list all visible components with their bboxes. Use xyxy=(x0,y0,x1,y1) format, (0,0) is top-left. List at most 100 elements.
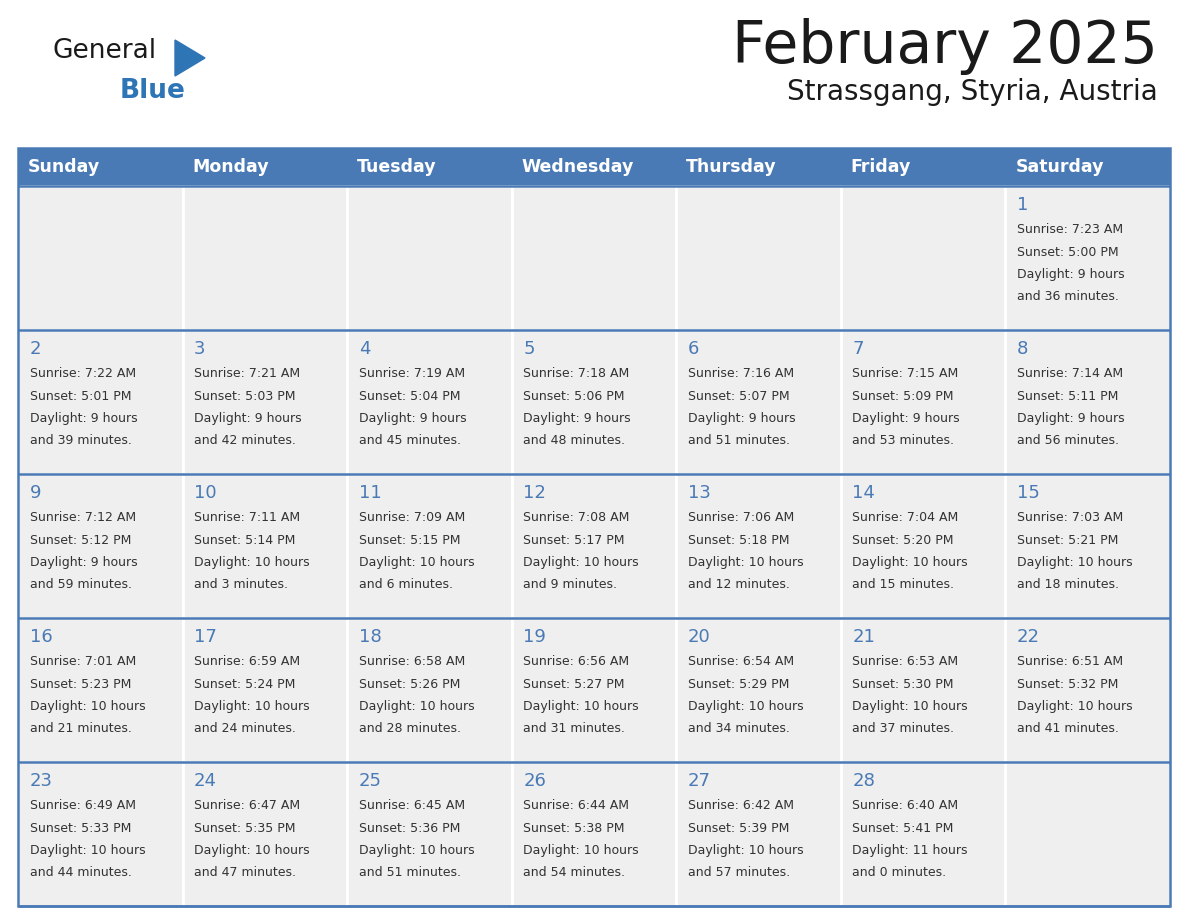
Text: and 15 minutes.: and 15 minutes. xyxy=(852,578,954,591)
Text: 15: 15 xyxy=(1017,484,1040,502)
Text: Daylight: 9 hours: Daylight: 9 hours xyxy=(30,412,137,425)
Text: Sunrise: 7:21 AM: Sunrise: 7:21 AM xyxy=(194,367,301,380)
Text: and 53 minutes.: and 53 minutes. xyxy=(852,434,954,447)
Bar xyxy=(676,186,841,330)
Text: Sunset: 5:18 PM: Sunset: 5:18 PM xyxy=(688,533,789,547)
Text: 25: 25 xyxy=(359,772,381,790)
Text: Daylight: 10 hours: Daylight: 10 hours xyxy=(194,556,310,569)
Bar xyxy=(1005,762,1170,906)
Text: Sunset: 5:20 PM: Sunset: 5:20 PM xyxy=(852,533,954,547)
Bar xyxy=(1005,618,1170,762)
Text: 22: 22 xyxy=(1017,628,1040,646)
Text: Daylight: 9 hours: Daylight: 9 hours xyxy=(852,412,960,425)
Bar xyxy=(18,330,183,474)
Text: Daylight: 9 hours: Daylight: 9 hours xyxy=(523,412,631,425)
Text: Daylight: 9 hours: Daylight: 9 hours xyxy=(1017,268,1125,281)
Bar xyxy=(1005,148,1170,186)
Text: and 24 minutes.: and 24 minutes. xyxy=(194,722,296,735)
Text: Sunrise: 7:11 AM: Sunrise: 7:11 AM xyxy=(194,511,301,524)
Text: 16: 16 xyxy=(30,628,52,646)
Text: Sunrise: 7:23 AM: Sunrise: 7:23 AM xyxy=(1017,223,1123,237)
Bar xyxy=(347,148,512,186)
Text: Sunrise: 6:54 AM: Sunrise: 6:54 AM xyxy=(688,655,794,668)
Text: Wednesday: Wednesday xyxy=(522,158,634,176)
Bar xyxy=(18,148,183,186)
Bar xyxy=(1005,330,1170,474)
Text: and 59 minutes.: and 59 minutes. xyxy=(30,578,132,591)
Text: and 42 minutes.: and 42 minutes. xyxy=(194,434,296,447)
Text: Saturday: Saturday xyxy=(1016,158,1104,176)
Text: 20: 20 xyxy=(688,628,710,646)
Text: 28: 28 xyxy=(852,772,876,790)
Text: Sunset: 5:04 PM: Sunset: 5:04 PM xyxy=(359,390,460,403)
Bar xyxy=(183,618,347,762)
Text: Sunrise: 7:14 AM: Sunrise: 7:14 AM xyxy=(1017,367,1123,380)
Text: Daylight: 10 hours: Daylight: 10 hours xyxy=(1017,700,1132,713)
Text: Sunset: 5:06 PM: Sunset: 5:06 PM xyxy=(523,390,625,403)
Text: Sunday: Sunday xyxy=(27,158,100,176)
Bar xyxy=(676,618,841,762)
Text: Sunset: 5:09 PM: Sunset: 5:09 PM xyxy=(852,390,954,403)
Text: 9: 9 xyxy=(30,484,42,502)
Text: 1: 1 xyxy=(1017,196,1029,214)
Text: 11: 11 xyxy=(359,484,381,502)
Text: Sunset: 5:17 PM: Sunset: 5:17 PM xyxy=(523,533,625,547)
Text: Sunset: 5:39 PM: Sunset: 5:39 PM xyxy=(688,822,789,834)
Text: Sunset: 5:29 PM: Sunset: 5:29 PM xyxy=(688,677,789,690)
Text: Sunset: 5:32 PM: Sunset: 5:32 PM xyxy=(1017,677,1118,690)
Bar xyxy=(347,330,512,474)
Bar xyxy=(183,762,347,906)
Text: 12: 12 xyxy=(523,484,546,502)
Bar xyxy=(676,474,841,618)
Text: Daylight: 9 hours: Daylight: 9 hours xyxy=(359,412,466,425)
Bar xyxy=(841,148,1005,186)
Text: Sunset: 5:38 PM: Sunset: 5:38 PM xyxy=(523,822,625,834)
Text: Daylight: 10 hours: Daylight: 10 hours xyxy=(852,700,968,713)
Text: Sunset: 5:03 PM: Sunset: 5:03 PM xyxy=(194,390,296,403)
Text: and 45 minutes.: and 45 minutes. xyxy=(359,434,461,447)
Text: and 44 minutes.: and 44 minutes. xyxy=(30,867,132,879)
Text: and 51 minutes.: and 51 minutes. xyxy=(688,434,790,447)
Text: 24: 24 xyxy=(194,772,217,790)
Bar xyxy=(512,762,676,906)
Text: Sunset: 5:35 PM: Sunset: 5:35 PM xyxy=(194,822,296,834)
Text: 6: 6 xyxy=(688,340,700,358)
Text: Daylight: 10 hours: Daylight: 10 hours xyxy=(523,844,639,857)
Text: Sunset: 5:36 PM: Sunset: 5:36 PM xyxy=(359,822,460,834)
Bar xyxy=(1005,474,1170,618)
Text: Sunset: 5:00 PM: Sunset: 5:00 PM xyxy=(1017,246,1119,259)
Text: Daylight: 10 hours: Daylight: 10 hours xyxy=(523,700,639,713)
Text: Sunrise: 6:49 AM: Sunrise: 6:49 AM xyxy=(30,800,135,812)
Text: Sunset: 5:27 PM: Sunset: 5:27 PM xyxy=(523,677,625,690)
Text: Sunrise: 7:09 AM: Sunrise: 7:09 AM xyxy=(359,511,465,524)
Text: 3: 3 xyxy=(194,340,206,358)
Text: Daylight: 10 hours: Daylight: 10 hours xyxy=(194,844,310,857)
Text: and 12 minutes.: and 12 minutes. xyxy=(688,578,790,591)
Bar xyxy=(347,762,512,906)
Bar xyxy=(512,148,676,186)
Text: and 56 minutes.: and 56 minutes. xyxy=(1017,434,1119,447)
Bar xyxy=(183,148,347,186)
Text: Sunset: 5:21 PM: Sunset: 5:21 PM xyxy=(1017,533,1118,547)
Text: Sunrise: 7:18 AM: Sunrise: 7:18 AM xyxy=(523,367,630,380)
Bar xyxy=(676,330,841,474)
Text: Sunset: 5:14 PM: Sunset: 5:14 PM xyxy=(194,533,296,547)
Text: Sunrise: 7:01 AM: Sunrise: 7:01 AM xyxy=(30,655,135,668)
Text: Sunset: 5:12 PM: Sunset: 5:12 PM xyxy=(30,533,131,547)
Bar xyxy=(347,618,512,762)
Bar xyxy=(841,330,1005,474)
Text: Daylight: 9 hours: Daylight: 9 hours xyxy=(688,412,796,425)
Bar xyxy=(183,474,347,618)
Text: Thursday: Thursday xyxy=(687,158,777,176)
Text: 5: 5 xyxy=(523,340,535,358)
Text: Daylight: 10 hours: Daylight: 10 hours xyxy=(688,700,803,713)
Text: and 6 minutes.: and 6 minutes. xyxy=(359,578,453,591)
Bar xyxy=(183,186,347,330)
Bar xyxy=(841,186,1005,330)
Text: Sunrise: 6:58 AM: Sunrise: 6:58 AM xyxy=(359,655,465,668)
Text: Daylight: 10 hours: Daylight: 10 hours xyxy=(359,700,474,713)
Text: Sunset: 5:24 PM: Sunset: 5:24 PM xyxy=(194,677,296,690)
Text: Daylight: 10 hours: Daylight: 10 hours xyxy=(359,844,474,857)
Bar xyxy=(841,474,1005,618)
Text: Sunrise: 7:19 AM: Sunrise: 7:19 AM xyxy=(359,367,465,380)
